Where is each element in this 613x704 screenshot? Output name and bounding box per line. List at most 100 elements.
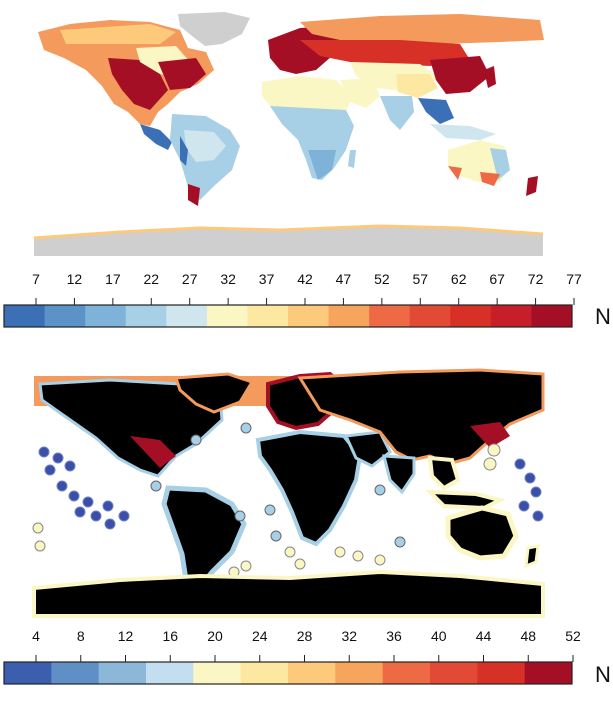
bottom-colorbar-segment xyxy=(430,662,478,684)
top-colorbar-segment xyxy=(206,305,248,327)
top-colorbar-ticks: 7 12 17 22 27 32 37 42 47 52 57 62 67 72 77 xyxy=(32,271,582,305)
north-america-east-high xyxy=(108,58,168,110)
top-colorbar-segment xyxy=(4,305,46,327)
canada-north xyxy=(60,24,176,44)
top-colorbar-segment xyxy=(328,305,370,327)
top-colorbar xyxy=(4,305,573,327)
top-tick-label: 62 xyxy=(451,271,467,287)
bottom-tick-label: 4 xyxy=(32,628,40,644)
bottom-tick-label: 52 xyxy=(565,628,581,644)
greenland-landmass xyxy=(178,12,250,46)
top-colorbar-segment xyxy=(125,305,167,327)
tibet xyxy=(396,74,438,98)
australia-land xyxy=(445,505,519,561)
southeast-asia-land xyxy=(427,455,461,491)
ocean-islands-pale xyxy=(32,443,501,578)
top-colorbar-segment xyxy=(490,305,532,327)
africa-landmass xyxy=(270,106,354,180)
new-zealand xyxy=(526,176,538,196)
top-colorbar-segment xyxy=(450,305,492,327)
top-colorbar-segment xyxy=(247,305,289,327)
north-africa-landmass xyxy=(262,76,352,112)
top-colorbar-segment xyxy=(369,305,411,327)
top-colorbar-segment xyxy=(166,305,208,327)
top-tick-label: 22 xyxy=(143,271,159,287)
top-tick-label: 17 xyxy=(105,271,121,287)
india xyxy=(380,96,414,130)
top-tick-label: 12 xyxy=(67,271,83,287)
top-tick-label: 72 xyxy=(528,271,544,287)
bottom-colorbar-segment xyxy=(193,662,242,684)
japan xyxy=(484,66,496,88)
top-tick-label: 47 xyxy=(336,271,352,287)
asia-central-high xyxy=(300,40,470,66)
indonesia-land xyxy=(424,489,506,511)
asia-north xyxy=(300,14,544,46)
bottom-tick-label: 20 xyxy=(207,628,223,644)
bottom-tick-label: 28 xyxy=(297,628,313,644)
bottom-colorbar-ticks: 4 8 12 16 20 24 28 32 36 40 44 48 52 xyxy=(32,628,581,662)
top-tick-label: 37 xyxy=(259,271,275,287)
pacific-islands-west xyxy=(38,446,130,530)
bottom-colorbar-segment xyxy=(288,662,336,684)
north-america-east-coast xyxy=(130,436,176,468)
bottom-colorbar-segment xyxy=(51,662,100,684)
bottom-colorbar-segment xyxy=(98,662,147,684)
top-colorbar-frame xyxy=(3,304,573,328)
top-colorbar-legend: 7 12 17 22 27 32 37 42 47 52 57 62 67 72 77 N xyxy=(3,271,611,329)
pacific-islands-east xyxy=(514,458,544,522)
antarctica-landmass xyxy=(34,226,543,256)
top-tick-label: 77 xyxy=(566,271,582,287)
india-land xyxy=(382,454,416,495)
bottom-tick-label: 16 xyxy=(162,628,178,644)
bottom-colorbar-segment xyxy=(4,662,52,684)
top-colorbar-segment xyxy=(288,305,330,327)
patagonia xyxy=(188,184,200,206)
terrestrial-map-area xyxy=(33,12,544,256)
bottom-tick-label: 44 xyxy=(476,628,492,644)
bottom-tick-label: 48 xyxy=(520,628,536,644)
bottom-tick-label: 8 xyxy=(77,628,85,644)
australia-southeast xyxy=(480,172,500,186)
southeast-asia xyxy=(418,98,454,124)
bottom-colorbar-segment xyxy=(240,662,289,684)
top-tick-label: 67 xyxy=(489,271,505,287)
bottom-colorbar-frame xyxy=(3,661,573,685)
east-asia-coast xyxy=(470,422,510,448)
top-tick-label: 27 xyxy=(182,271,198,287)
marine-richness-map: 4 8 12 16 20 24 28 32 36 40 44 48 52 N xyxy=(3,368,611,687)
arabia-landmass xyxy=(340,78,380,108)
top-tick-label: 52 xyxy=(374,271,390,287)
bottom-colorbar-legend: 4 8 12 16 20 24 28 32 36 40 44 48 52 N xyxy=(3,628,611,687)
marine-map-area xyxy=(32,368,545,618)
bottom-colorbar-segment xyxy=(146,662,194,684)
bottom-tick-label: 32 xyxy=(341,628,357,644)
australia-east xyxy=(490,148,510,180)
top-colorbar-segment xyxy=(85,305,127,327)
bottom-colorbar-unit: N xyxy=(595,662,611,687)
bottom-tick-label: 40 xyxy=(431,628,447,644)
top-tick-label: 57 xyxy=(412,271,428,287)
africa-south xyxy=(308,150,336,180)
terrestrial-richness-map: 7 12 17 22 27 32 37 42 47 52 57 62 67 72 77 N xyxy=(3,12,611,329)
bottom-tick-label: 24 xyxy=(252,628,268,644)
antarctica-coast xyxy=(33,224,544,240)
madagascar xyxy=(348,150,356,168)
south-america-core xyxy=(184,130,226,162)
asia-land xyxy=(297,368,545,466)
south-america-andes xyxy=(180,136,188,166)
bottom-colorbar xyxy=(4,662,573,684)
greenland-land xyxy=(173,372,255,414)
top-tick-label: 7 xyxy=(32,271,40,287)
indonesia-islands xyxy=(430,124,496,140)
bottom-colorbar-segment xyxy=(477,662,526,684)
central-america-landmass xyxy=(140,124,172,150)
bottom-colorbar-segment xyxy=(335,662,384,684)
top-tick-label: 42 xyxy=(297,271,313,287)
antarctica-land xyxy=(32,569,545,618)
east-asia-high xyxy=(430,56,490,94)
australia-southwest xyxy=(448,166,462,180)
bottom-tick-label: 36 xyxy=(386,628,402,644)
top-colorbar-unit: N xyxy=(595,304,611,329)
bottom-colorbar-segment xyxy=(524,662,573,684)
